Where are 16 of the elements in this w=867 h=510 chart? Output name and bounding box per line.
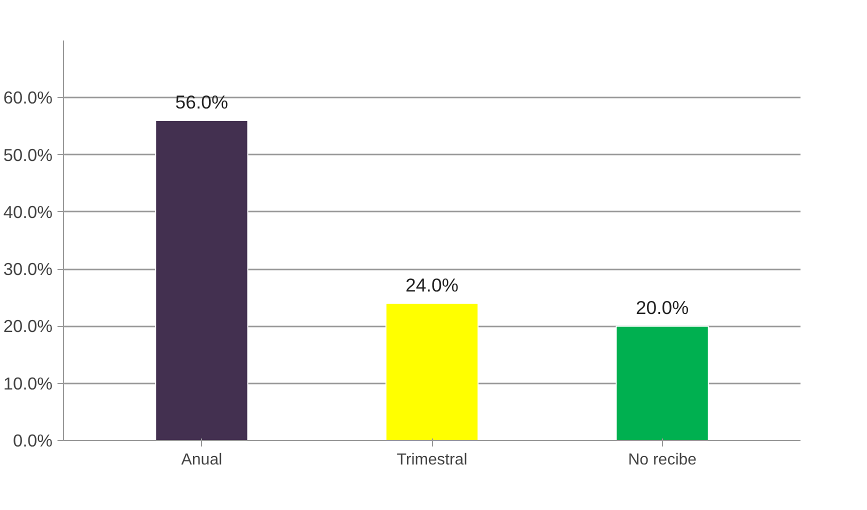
x-tick-label: Anual <box>181 452 222 468</box>
y-tick-label: 30.0% <box>3 259 53 280</box>
bar <box>155 120 248 440</box>
data-label: 56.0% <box>175 92 228 112</box>
y-tick-label: 0.0% <box>13 430 53 450</box>
y-tick-label: 60.0% <box>3 88 53 108</box>
y-tick-label: 20.0% <box>3 316 53 336</box>
data-label: 20.0% <box>636 297 689 318</box>
y-tick-label: 10.0% <box>3 373 53 394</box>
y-tick-label: 40.0% <box>3 202 53 222</box>
data-label: 24.0% <box>406 274 458 296</box>
y-tick-label: 50.0% <box>3 144 53 165</box>
x-tick-label: No recibe <box>628 452 697 468</box>
bar <box>616 326 709 440</box>
bar <box>385 302 479 440</box>
x-tick-label: Trimestral <box>396 452 468 468</box>
